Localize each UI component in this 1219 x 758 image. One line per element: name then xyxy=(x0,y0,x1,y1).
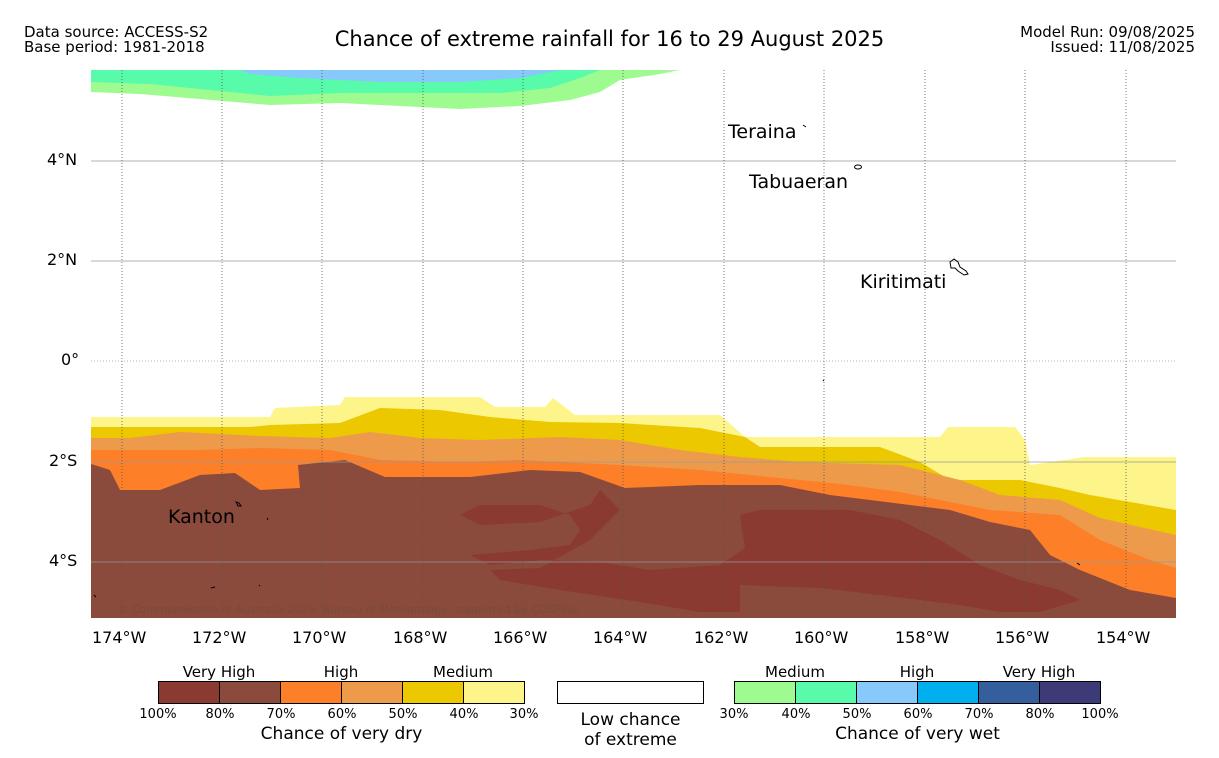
model-run-label: Model Run: 09/08/2025 xyxy=(1020,23,1195,41)
wet-category-medium: Medium xyxy=(765,663,825,681)
island-small-4 xyxy=(258,584,261,587)
wet-legend-bar xyxy=(734,681,1101,704)
lon-label-162w: 162°W xyxy=(694,628,749,647)
wet-tick-40: 40% xyxy=(781,707,811,722)
neutral-legend-box xyxy=(557,681,704,704)
dry-category-very-high: Very High xyxy=(182,663,256,681)
lon-label-170w: 170°W xyxy=(292,628,347,647)
wet-swatch-4 xyxy=(918,682,979,703)
lon-label-164w: 164°W xyxy=(593,628,648,647)
wet-band-very-high xyxy=(240,70,560,82)
dry-tick-100: 100% xyxy=(139,707,177,722)
wet-category-high: High xyxy=(899,663,935,681)
lat-label-0: 0° xyxy=(61,350,80,369)
dry-tick-80: 80% xyxy=(205,707,235,722)
island-small-2 xyxy=(822,379,825,382)
dry-category-medium: Medium xyxy=(433,663,493,681)
place-tabuaeran: Tabuaeran xyxy=(749,171,849,193)
lat-label-2n: 2°N xyxy=(47,250,78,269)
lat-label-4s: 4°S xyxy=(49,551,78,570)
graticule xyxy=(91,160,1176,563)
dry-category-high: High xyxy=(323,663,359,681)
island-small-3 xyxy=(210,586,216,589)
dry-swatch-1 xyxy=(159,682,220,703)
wet-tick-100: 100% xyxy=(1081,707,1119,722)
dry-swatch-3 xyxy=(281,682,342,703)
wet-tick-30: 30% xyxy=(719,707,749,722)
issued-label: Issued: 11/08/2025 xyxy=(1050,38,1195,56)
lon-label-156w: 156°W xyxy=(995,628,1050,647)
dry-core-extreme xyxy=(460,490,1080,612)
wet-swatch-6 xyxy=(1040,682,1100,703)
lon-label-166w: 166°W xyxy=(493,628,548,647)
lat-label-2s: 2°S xyxy=(49,451,78,470)
copyright-notice: © Commonwealth of Australia 2025, Bureau… xyxy=(117,603,581,616)
place-teraina: Teraina xyxy=(728,121,797,143)
dry-swatch-2 xyxy=(220,682,281,703)
wet-legend-title: Chance of very wet xyxy=(835,724,1000,744)
lon-label-160w: 160°W xyxy=(794,628,849,647)
island-kiritimati xyxy=(949,258,969,276)
wet-tick-80: 80% xyxy=(1025,707,1055,722)
dry-legend-title: Chance of very dry xyxy=(260,724,423,744)
wet-tick-70: 70% xyxy=(964,707,994,722)
dry-tick-70: 70% xyxy=(266,707,296,722)
data-source-label: Data source: ACCESS-S2 xyxy=(24,23,209,41)
dry-tick-60: 60% xyxy=(327,707,357,722)
island-teraina xyxy=(802,124,807,128)
dry-tick-50: 50% xyxy=(388,707,418,722)
island-small-6 xyxy=(1076,562,1081,566)
neutral-legend-line2: of extreme xyxy=(584,730,677,750)
base-period-label: Base period: 1981-2018 xyxy=(24,38,205,56)
map-title: Chance of extreme rainfall for 16 to 29 … xyxy=(334,27,885,51)
wet-tick-60: 60% xyxy=(903,707,933,722)
lon-label-158w: 158°W xyxy=(895,628,950,647)
wet-tick-50: 50% xyxy=(842,707,872,722)
island-kanton xyxy=(235,501,242,507)
island-tabuaeran xyxy=(854,164,862,170)
island-small-5 xyxy=(93,594,97,598)
lon-label-168w: 168°W xyxy=(393,628,448,647)
lon-label-154w: 154°W xyxy=(1096,628,1151,647)
dry-swatch-5 xyxy=(403,682,464,703)
lat-label-4n: 4°N xyxy=(47,150,78,169)
wet-swatch-2 xyxy=(796,682,857,703)
dry-tick-30: 30% xyxy=(509,707,539,722)
dry-swatch-4 xyxy=(342,682,403,703)
lon-label-174w: 174°W xyxy=(92,628,147,647)
neutral-legend-line1: Low chance xyxy=(580,710,681,730)
island-small-1 xyxy=(266,517,269,521)
wet-category-very-high: Very High xyxy=(1002,663,1076,681)
place-kanton: Kanton xyxy=(168,506,235,528)
lon-label-172w: 172°W xyxy=(192,628,247,647)
islands xyxy=(93,124,1081,598)
map-area xyxy=(91,70,1176,618)
wet-swatch-3 xyxy=(857,682,918,703)
rainfall-map xyxy=(91,70,1176,618)
dry-legend-bar xyxy=(158,681,525,704)
dry-tick-40: 40% xyxy=(449,707,479,722)
place-kiritimati: Kiritimati xyxy=(860,271,947,293)
dry-swatch-6 xyxy=(464,682,524,703)
wet-swatch-5 xyxy=(979,682,1040,703)
wet-swatch-1 xyxy=(735,682,796,703)
graticule-meridians xyxy=(121,70,1127,618)
